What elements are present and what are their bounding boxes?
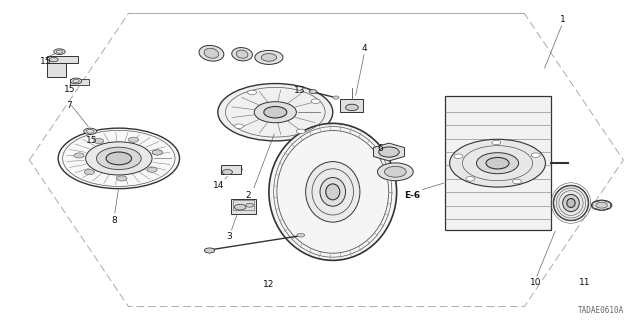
Circle shape xyxy=(296,129,305,133)
Ellipse shape xyxy=(199,45,224,61)
Text: 15: 15 xyxy=(40,57,51,66)
Circle shape xyxy=(97,147,141,170)
Circle shape xyxy=(84,128,97,134)
Circle shape xyxy=(454,154,463,158)
Circle shape xyxy=(591,200,612,210)
Ellipse shape xyxy=(236,50,248,58)
Ellipse shape xyxy=(326,184,340,200)
Text: 1: 1 xyxy=(560,15,566,24)
Circle shape xyxy=(261,53,276,61)
Circle shape xyxy=(204,248,214,253)
Circle shape xyxy=(234,124,243,128)
Circle shape xyxy=(378,163,413,181)
Circle shape xyxy=(116,176,127,181)
Circle shape xyxy=(58,128,179,189)
Circle shape xyxy=(93,139,104,144)
Circle shape xyxy=(255,50,283,64)
Circle shape xyxy=(218,84,333,141)
Text: 7: 7 xyxy=(66,101,72,110)
Circle shape xyxy=(264,107,287,118)
Circle shape xyxy=(486,157,509,169)
Text: 11: 11 xyxy=(579,278,591,287)
Circle shape xyxy=(129,137,139,142)
Circle shape xyxy=(86,142,152,175)
Circle shape xyxy=(476,153,518,174)
Circle shape xyxy=(297,233,305,237)
Text: 6: 6 xyxy=(378,144,383,153)
Text: 15: 15 xyxy=(64,85,76,94)
Circle shape xyxy=(70,78,82,84)
Text: 3: 3 xyxy=(227,232,232,241)
Text: 15: 15 xyxy=(86,136,98,145)
Circle shape xyxy=(248,90,257,95)
Circle shape xyxy=(254,102,296,123)
Polygon shape xyxy=(593,200,611,210)
Bar xyxy=(47,56,78,63)
Circle shape xyxy=(466,177,475,181)
Circle shape xyxy=(152,150,163,155)
Bar xyxy=(233,199,253,210)
Bar xyxy=(70,79,89,85)
Ellipse shape xyxy=(269,123,397,260)
Ellipse shape xyxy=(567,198,575,207)
Ellipse shape xyxy=(204,48,219,58)
Bar xyxy=(47,58,67,77)
Text: 4: 4 xyxy=(362,44,367,53)
Text: 2: 2 xyxy=(246,190,252,200)
Bar xyxy=(445,96,550,230)
Circle shape xyxy=(333,96,339,99)
Circle shape xyxy=(222,170,232,175)
Ellipse shape xyxy=(563,195,579,212)
Ellipse shape xyxy=(554,186,589,220)
Bar xyxy=(221,165,241,174)
Bar xyxy=(230,199,256,214)
Polygon shape xyxy=(374,143,404,161)
Circle shape xyxy=(531,153,540,157)
Circle shape xyxy=(596,202,607,208)
Circle shape xyxy=(229,166,242,173)
Circle shape xyxy=(492,140,500,145)
Text: 12: 12 xyxy=(263,280,275,289)
Circle shape xyxy=(385,166,406,177)
Circle shape xyxy=(152,150,163,155)
Circle shape xyxy=(84,170,95,175)
Ellipse shape xyxy=(320,178,346,206)
Circle shape xyxy=(74,153,84,158)
Circle shape xyxy=(513,179,522,184)
Text: 8: 8 xyxy=(111,216,117,225)
Text: E-6: E-6 xyxy=(404,190,420,200)
Circle shape xyxy=(379,147,399,157)
Circle shape xyxy=(106,152,132,165)
Ellipse shape xyxy=(306,162,360,222)
Circle shape xyxy=(309,90,317,93)
Circle shape xyxy=(311,99,320,103)
Text: 10: 10 xyxy=(530,278,541,287)
Text: 14: 14 xyxy=(213,181,225,190)
Circle shape xyxy=(234,204,246,210)
Bar xyxy=(340,100,364,112)
Circle shape xyxy=(147,167,157,172)
Circle shape xyxy=(49,57,58,62)
Circle shape xyxy=(450,139,545,187)
Ellipse shape xyxy=(232,48,252,61)
Text: TADAE0610A: TADAE0610A xyxy=(578,306,624,315)
Circle shape xyxy=(246,203,253,207)
Text: 13: 13 xyxy=(294,86,305,95)
Circle shape xyxy=(346,104,358,111)
Circle shape xyxy=(54,49,65,54)
